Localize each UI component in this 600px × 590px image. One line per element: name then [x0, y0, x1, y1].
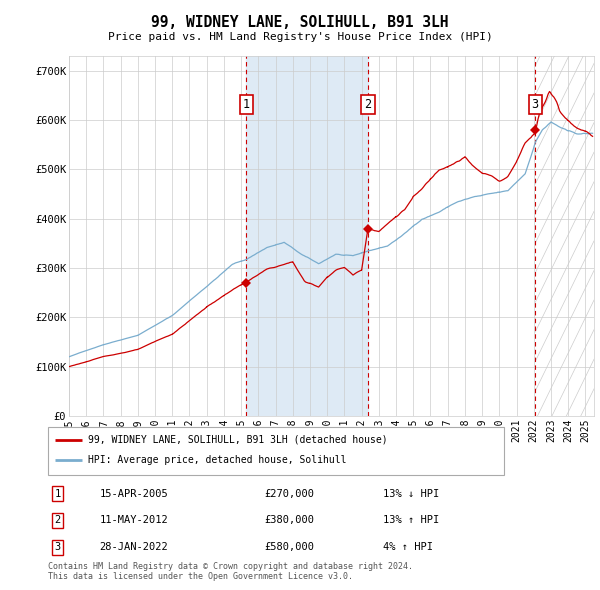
Text: 28-JAN-2022: 28-JAN-2022	[100, 542, 168, 552]
Text: 2: 2	[364, 98, 371, 111]
Text: 15-APR-2005: 15-APR-2005	[100, 489, 168, 499]
FancyBboxPatch shape	[48, 427, 504, 475]
Text: Contains HM Land Registry data © Crown copyright and database right 2024.
This d: Contains HM Land Registry data © Crown c…	[48, 562, 413, 581]
Text: 99, WIDNEY LANE, SOLIHULL, B91 3LH: 99, WIDNEY LANE, SOLIHULL, B91 3LH	[151, 15, 449, 30]
Text: 13% ↑ HPI: 13% ↑ HPI	[383, 515, 439, 525]
Text: £580,000: £580,000	[264, 542, 314, 552]
Text: £380,000: £380,000	[264, 515, 314, 525]
Text: £270,000: £270,000	[264, 489, 314, 499]
Text: 3: 3	[55, 542, 61, 552]
Text: 4% ↑ HPI: 4% ↑ HPI	[383, 542, 433, 552]
Text: 3: 3	[532, 98, 539, 111]
Text: 11-MAY-2012: 11-MAY-2012	[100, 515, 168, 525]
Text: 2: 2	[55, 515, 61, 525]
Bar	[246, 56, 368, 416]
Text: 1: 1	[242, 98, 250, 111]
Text: 99, WIDNEY LANE, SOLIHULL, B91 3LH (detached house): 99, WIDNEY LANE, SOLIHULL, B91 3LH (deta…	[88, 435, 388, 445]
Text: HPI: Average price, detached house, Solihull: HPI: Average price, detached house, Soli…	[88, 455, 347, 466]
Text: Price paid vs. HM Land Registry's House Price Index (HPI): Price paid vs. HM Land Registry's House …	[107, 32, 493, 42]
Text: 1: 1	[55, 489, 61, 499]
Text: 13% ↓ HPI: 13% ↓ HPI	[383, 489, 439, 499]
